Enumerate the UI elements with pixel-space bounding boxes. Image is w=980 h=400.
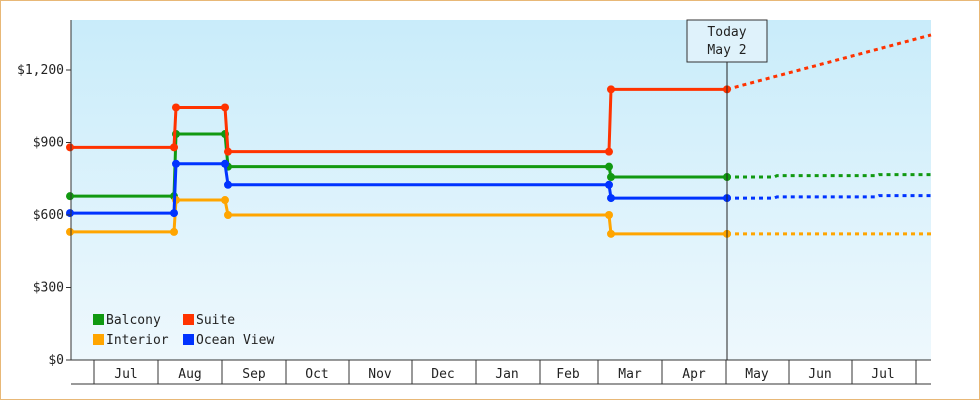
forecast-line-balcony [727, 173, 931, 179]
legend-label-interior: Interior [106, 333, 169, 348]
legend-label-ocean-view: Ocean View [196, 333, 274, 348]
data-point[interactable] [172, 103, 180, 112]
data-point[interactable] [66, 192, 74, 201]
data-point[interactable] [605, 162, 613, 171]
legend-swatch-ocean-view [183, 334, 194, 345]
x-tick-label: Dec [431, 367, 454, 382]
y-tick-label: $1,200 [17, 63, 64, 78]
series-suite [66, 33, 932, 156]
y-tick-label: $600 [33, 208, 64, 223]
data-point[interactable] [605, 180, 613, 189]
forecast-line-ocean-view [727, 194, 931, 200]
data-point[interactable] [605, 147, 613, 156]
data-point[interactable] [172, 159, 180, 168]
y-tick-label: $300 [33, 281, 64, 296]
x-tick-label: May [745, 367, 769, 382]
data-point[interactable] [170, 227, 178, 236]
legend-swatch-suite [183, 314, 194, 325]
legend-swatch-balcony [93, 314, 104, 325]
data-point[interactable] [607, 194, 615, 203]
legend: Balcony Suite Interior Ocean View [93, 313, 274, 348]
x-tick-label: Nov [368, 367, 392, 382]
plot-background [71, 20, 931, 360]
series-line-suite [70, 87, 727, 154]
x-tick-label: Jul [871, 367, 894, 382]
x-tick-label: Apr [682, 367, 706, 382]
data-point[interactable] [66, 209, 74, 218]
data-point[interactable] [221, 159, 229, 168]
data-point[interactable] [170, 209, 178, 218]
data-point[interactable] [221, 103, 229, 112]
x-tick-label: Aug [178, 367, 201, 382]
data-point[interactable] [66, 227, 74, 236]
data-point[interactable] [607, 229, 615, 238]
x-tick-label: Jan [495, 367, 518, 382]
data-point[interactable] [607, 85, 615, 94]
today-label-line2: May 2 [707, 43, 746, 58]
today-label-line1: Today [707, 25, 746, 40]
x-tick-label: Sep [242, 367, 266, 382]
series-ocean-view [66, 159, 931, 218]
forecast-line-suite [726, 33, 932, 91]
legend-label-balcony: Balcony [106, 313, 161, 328]
data-point[interactable] [170, 143, 178, 152]
x-tick-label: Jun [808, 367, 831, 382]
data-point[interactable] [605, 211, 613, 219]
legend-label-suite: Suite [196, 313, 235, 328]
y-tick-label: $0 [48, 353, 64, 368]
x-tick-label: Oct [305, 367, 328, 382]
data-point[interactable] [224, 211, 232, 219]
y-tick-label: $900 [33, 136, 64, 151]
data-point[interactable] [224, 180, 232, 189]
x-tick-label: Feb [556, 367, 580, 382]
x-tick-label: Mar [618, 367, 642, 382]
legend-swatch-interior [93, 334, 104, 345]
today-box [686, 19, 768, 63]
data-point[interactable] [221, 196, 229, 205]
data-point[interactable] [607, 173, 615, 182]
data-point[interactable] [224, 147, 232, 156]
x-tick-label: Jul [114, 367, 137, 382]
data-point[interactable] [66, 143, 74, 152]
